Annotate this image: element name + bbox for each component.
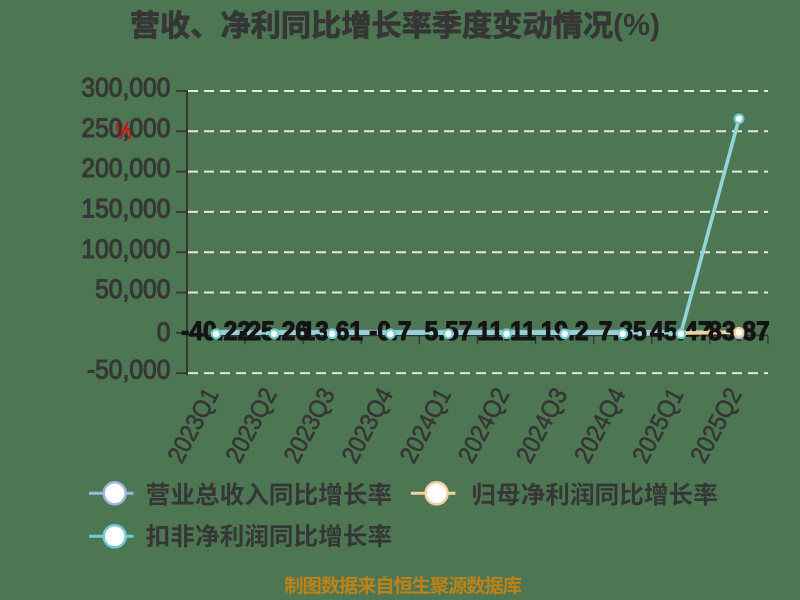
svg-text:-0.7: -0.7	[369, 317, 411, 346]
svg-text:150,000: 150,000	[81, 194, 170, 223]
svg-text:300,000: 300,000	[81, 74, 170, 103]
svg-text:-40.22: -40.22	[181, 317, 251, 346]
svg-text:%: %	[116, 117, 132, 145]
svg-text:0: 0	[157, 318, 171, 347]
svg-text:(%): (%)	[613, 9, 660, 42]
svg-text:83.87: 83.87	[708, 317, 770, 346]
svg-text:200,000: 200,000	[81, 154, 170, 183]
svg-text:100,000: 100,000	[81, 235, 170, 264]
svg-text:5.57: 5.57	[424, 317, 472, 346]
svg-text:250,000: 250,000	[81, 114, 170, 143]
svg-text:50,000: 50,000	[95, 275, 170, 304]
svg-text:-50,000: -50,000	[87, 356, 170, 385]
